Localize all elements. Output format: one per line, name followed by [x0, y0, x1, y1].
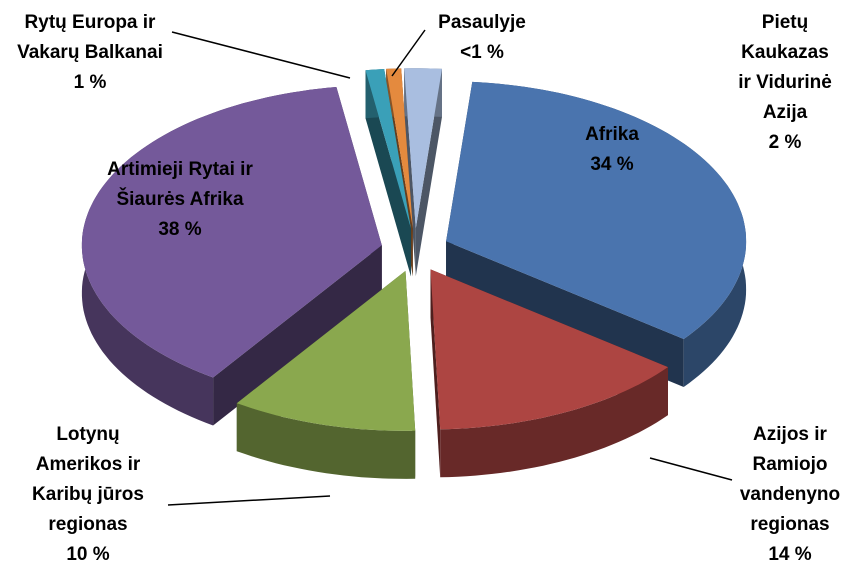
data-label: Pietų Kaukazas ir Vidurinė Azija 2 %	[737, 8, 833, 158]
slice	[365, 69, 411, 277]
category-label: Pietų Kaukazas ir Vidurinė Azija	[738, 12, 832, 123]
slice-side	[430, 269, 441, 478]
slice-top	[386, 68, 413, 229]
slice-side	[415, 68, 442, 277]
category-label: Afrika	[585, 124, 639, 145]
slice	[236, 270, 416, 479]
leader-line	[171, 31, 351, 79]
data-label: Azijos ir Ramiojo vandenyno regionas 14 %	[734, 420, 846, 570]
category-label: Lotynų Amerikos ir Karibų jūros regionas	[32, 424, 144, 535]
slice-top	[236, 270, 416, 431]
leader-line	[649, 457, 733, 481]
slice-wall	[236, 403, 416, 479]
value-label: 2 %	[768, 132, 802, 153]
value-label: 1 %	[73, 72, 107, 93]
slice	[430, 269, 668, 478]
value-label: 10 %	[66, 544, 110, 565]
category-label: Rytų Europa ir Vakarų Balkanai	[17, 12, 163, 63]
leader-line	[391, 29, 426, 77]
slice-side	[213, 245, 382, 426]
slice-side	[365, 70, 411, 277]
slice	[404, 68, 442, 277]
leader-line	[167, 495, 331, 506]
slice-top	[365, 69, 411, 229]
value-label: <1 %	[460, 42, 504, 63]
value-label: 38 %	[158, 219, 202, 240]
data-label: Pasaulyje <1 %	[427, 8, 537, 68]
slice-top	[404, 68, 442, 229]
category-label: Artimieji Rytai ir Šiaurės Afrika	[107, 159, 253, 210]
data-label: Afrika 34 %	[557, 120, 667, 180]
category-label: Pasaulyje	[438, 12, 526, 33]
slice-side	[404, 68, 416, 277]
slice-wall	[440, 367, 668, 478]
slice-top	[446, 81, 747, 340]
slice-top	[81, 87, 382, 378]
category-label: Azijos ir Ramiojo vandenyno regionas	[739, 424, 841, 535]
data-label: Artimieji Rytai ir Šiaurės Afrika 38 %	[100, 155, 260, 245]
slice-top	[430, 269, 668, 430]
slice	[81, 87, 382, 426]
value-label: 34 %	[590, 154, 634, 175]
data-label: Lotynų Amerikos ir Karibų jūros regionas…	[18, 420, 158, 570]
value-label: 14 %	[768, 544, 812, 565]
data-label: Rytų Europa ir Vakarų Balkanai 1 %	[4, 8, 176, 98]
